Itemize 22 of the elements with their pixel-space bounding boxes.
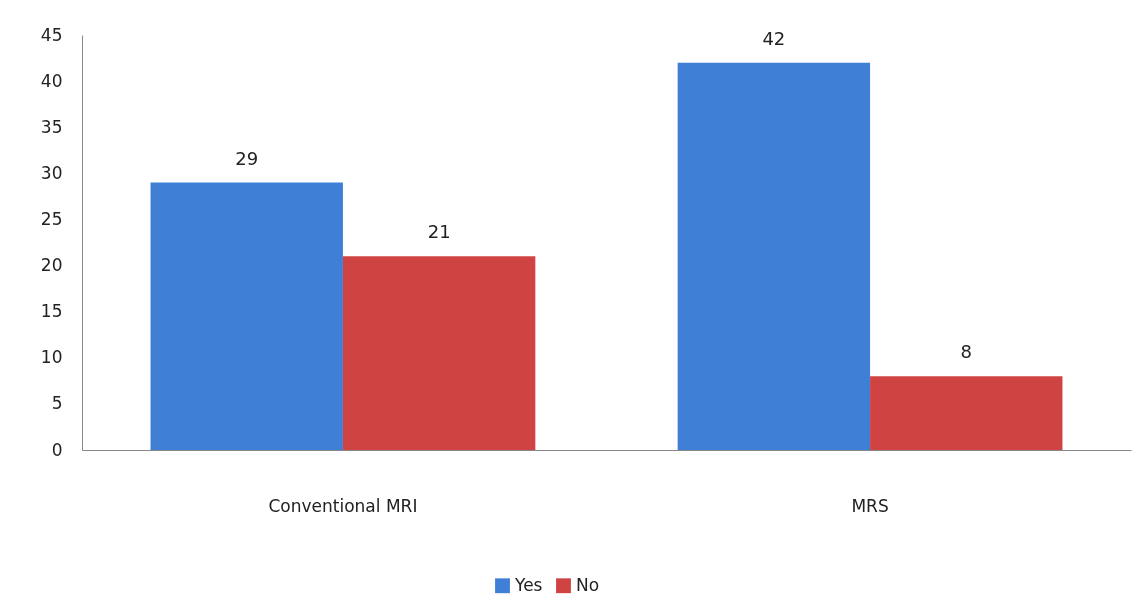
data-label: 42 bbox=[762, 27, 786, 49]
y-tick-label: 40 bbox=[40, 70, 63, 91]
bar bbox=[677, 62, 871, 450]
y-tick-label: 5 bbox=[51, 393, 63, 414]
data-label: 29 bbox=[235, 147, 259, 169]
y-tick-label: 25 bbox=[40, 208, 63, 229]
y-tick-label: 45 bbox=[40, 24, 63, 45]
legend-label: Yes bbox=[514, 574, 543, 595]
y-tick-label: 20 bbox=[40, 255, 63, 276]
y-tick-label: 15 bbox=[40, 301, 63, 322]
data-label: 21 bbox=[427, 221, 451, 243]
y-tick-label: 35 bbox=[40, 116, 63, 137]
bar bbox=[342, 256, 536, 450]
bar bbox=[150, 182, 343, 450]
x-tick-label: MRS bbox=[851, 495, 889, 516]
y-tick-label: 10 bbox=[40, 347, 63, 368]
y-tick-label: 0 bbox=[51, 439, 63, 460]
legend-label: No bbox=[576, 574, 600, 595]
y-tick-label: 30 bbox=[40, 162, 63, 183]
bar bbox=[870, 376, 1063, 450]
data-label: 8 bbox=[960, 341, 972, 363]
x-tick-label: Conventional MRI bbox=[268, 495, 418, 516]
